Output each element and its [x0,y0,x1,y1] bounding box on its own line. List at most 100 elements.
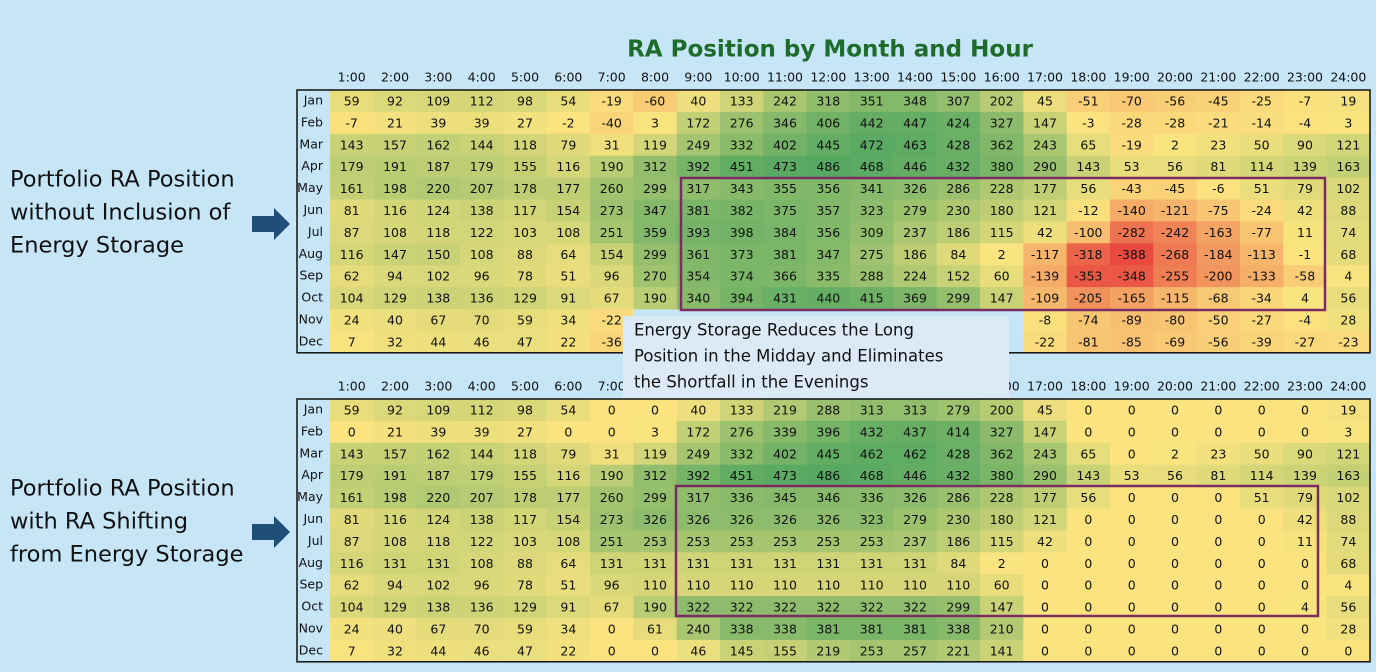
cell-value: 0 [1084,643,1092,658]
heat-cell [1196,243,1241,266]
heat-cell [546,574,591,597]
heat-cell [590,552,634,575]
heat-cell [980,265,1024,288]
heat-cell [1153,177,1198,200]
heat-cell [1283,486,1328,509]
heat-cell [1110,618,1154,641]
heat-cell [1283,574,1328,597]
heat-cell [936,464,981,488]
heat-cell [1023,618,1068,641]
heat-cell [1110,574,1154,597]
side-label: with RA Shifting [10,509,188,535]
cell-value: 110 [860,578,884,593]
cell-value: 0 [1171,402,1179,417]
cell-value: 276 [730,115,754,130]
cell-value: 0 [1301,578,1309,593]
cell-value: -39 [1251,334,1271,349]
cell-value: 154 [600,247,624,262]
cell-value: 23 [1210,137,1226,152]
cell-value: 39 [430,115,446,130]
cell-value: 68 [1340,247,1356,262]
cell-value: 332 [730,446,754,461]
heat-cell [416,133,461,157]
heat-cell [633,618,678,641]
cell-value: 415 [860,291,884,306]
cell-value: -19 [601,93,621,108]
cell-value: 40 [690,93,706,108]
heat-cell [330,265,374,288]
heat-cell [806,111,851,135]
cell-value: 60 [994,578,1010,593]
cell-value: 67 [604,291,620,306]
heat-cell [330,199,374,222]
cell-value: 210 [990,621,1014,636]
cell-value: 51 [1254,181,1270,196]
heat-cell [1023,574,1068,597]
callout-text: Energy Storage Reduces the Long [634,321,914,340]
heat-cell [1196,442,1241,466]
cell-value: -85 [1121,334,1141,349]
cell-value: 147 [1033,115,1057,130]
cell-value: 45 [1037,402,1053,417]
cell-value: 392 [686,468,710,483]
cell-value: 200 [990,402,1014,417]
heat-cell [676,530,721,553]
heat-cell [763,552,808,575]
cell-value: 351 [860,93,884,108]
heat-cell [330,552,374,575]
heat-cell [1110,133,1154,157]
heat-cell [980,420,1024,444]
cell-value: 59 [517,621,533,636]
column-header: 22:00 [1244,70,1280,85]
cell-value: 110 [773,578,797,593]
cell-value: -23 [1338,334,1358,349]
heat-cell [1110,111,1154,135]
heat-cell [1023,330,1068,354]
cell-value: -81 [1078,334,1098,349]
cell-value: 119 [643,446,667,461]
column-header: 20:00 [1157,379,1193,394]
heat-cell [1240,530,1284,553]
heat-cell [460,508,504,531]
heat-cell [373,90,418,113]
cell-value: 237 [903,225,927,240]
cell-value: 0 [1301,643,1309,658]
heat-cell [460,133,504,157]
heat-cell [1066,596,1111,619]
cell-value: 190 [600,159,624,174]
row-label: Jan [303,401,323,416]
heat-cell [633,596,678,619]
cell-value: 102 [1336,181,1360,196]
heat-cell [1023,486,1068,509]
cell-value: 110 [730,578,754,593]
row-label: Feb [301,114,323,129]
heat-cell [1066,486,1111,509]
cell-value: 141 [990,643,1014,658]
cell-value: 2 [998,556,1006,571]
heat-cell [633,486,678,509]
heat-cell [980,442,1024,466]
cell-value: 67 [604,600,620,615]
cell-value: 322 [816,600,840,615]
heat-cell [720,442,764,466]
row-label: Aug [299,246,323,261]
heat-cell [806,508,851,531]
heat-cell [720,287,764,310]
cell-value: 144 [470,137,494,152]
cell-value: 32 [387,334,403,349]
heat-cell [1283,221,1328,244]
heat-cell [1240,111,1284,135]
cell-value: 157 [383,446,407,461]
heat-cell [893,243,938,266]
heat-cell [460,199,504,222]
cell-value: 177 [556,181,580,196]
heat-cell [1326,90,1371,113]
cell-value: -121 [1161,203,1189,218]
cell-value: -388 [1117,247,1145,262]
heat-cell [893,155,938,179]
row-label: Mar [299,445,323,460]
cell-value: 346 [773,115,797,130]
heat-cell [850,442,894,466]
cell-value: 133 [730,93,754,108]
heat-cell [1110,199,1154,222]
